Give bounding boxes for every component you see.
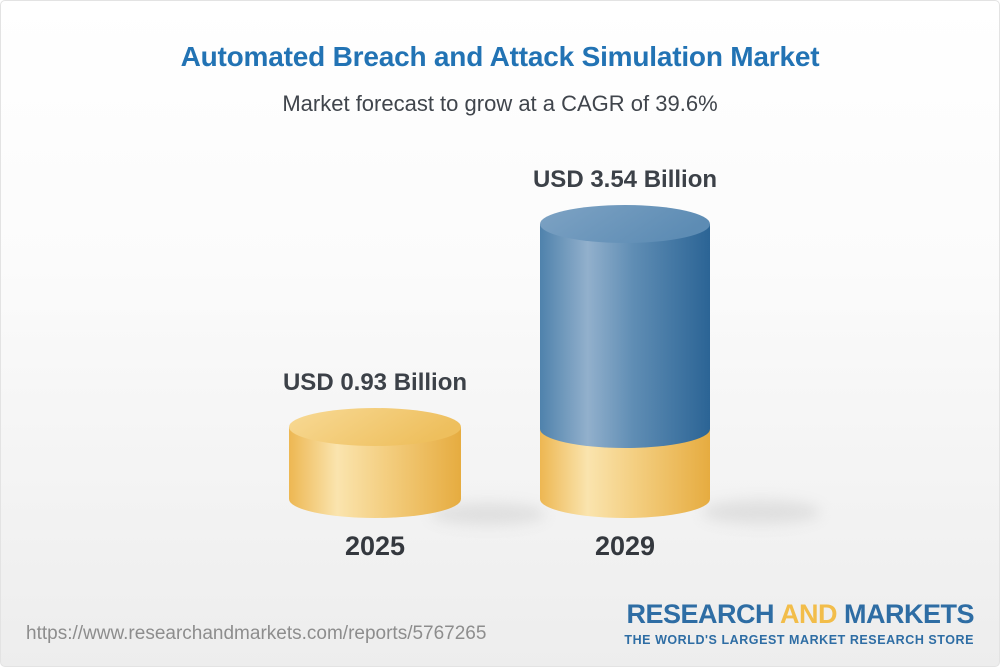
cylinder-2029-base-segment [540, 429, 710, 518]
value-label-2025: USD 0.93 Billion [282, 369, 468, 396]
logo-word-markets: MARKETS [844, 599, 975, 629]
logo-tagline: THE WORLD'S LARGEST MARKET RESEARCH STOR… [624, 633, 974, 647]
year-label-2025: 2025 [344, 531, 406, 561]
cylinder-2025 [289, 408, 461, 518]
logo-word-and: AND [779, 599, 838, 629]
cylinder-shadows [430, 500, 821, 525]
logo-wordmark: RESEARCH AND MARKETS [624, 599, 974, 630]
cylinder-2029 [540, 205, 710, 518]
chart-header: Automated Breach and Attack Simulation M… [1, 1, 999, 117]
value-label-2029: USD 3.54 Billion [532, 166, 718, 193]
report-url: https://www.researchandmarkets.com/repor… [26, 623, 487, 644]
year-label-2029: 2029 [594, 531, 656, 561]
cylinder-2029-growth-segment [540, 224, 710, 448]
chart-subtitle: Market forecast to grow at a CAGR of 39.… [282, 91, 718, 116]
logo-word-research: RESEARCH [626, 599, 774, 629]
chart-title: Automated Breach and Attack Simulation M… [180, 41, 820, 72]
research-and-markets-logo: RESEARCH AND MARKETS THE WORLD'S LARGEST… [624, 599, 974, 647]
cylinder-2029-top [540, 205, 710, 243]
